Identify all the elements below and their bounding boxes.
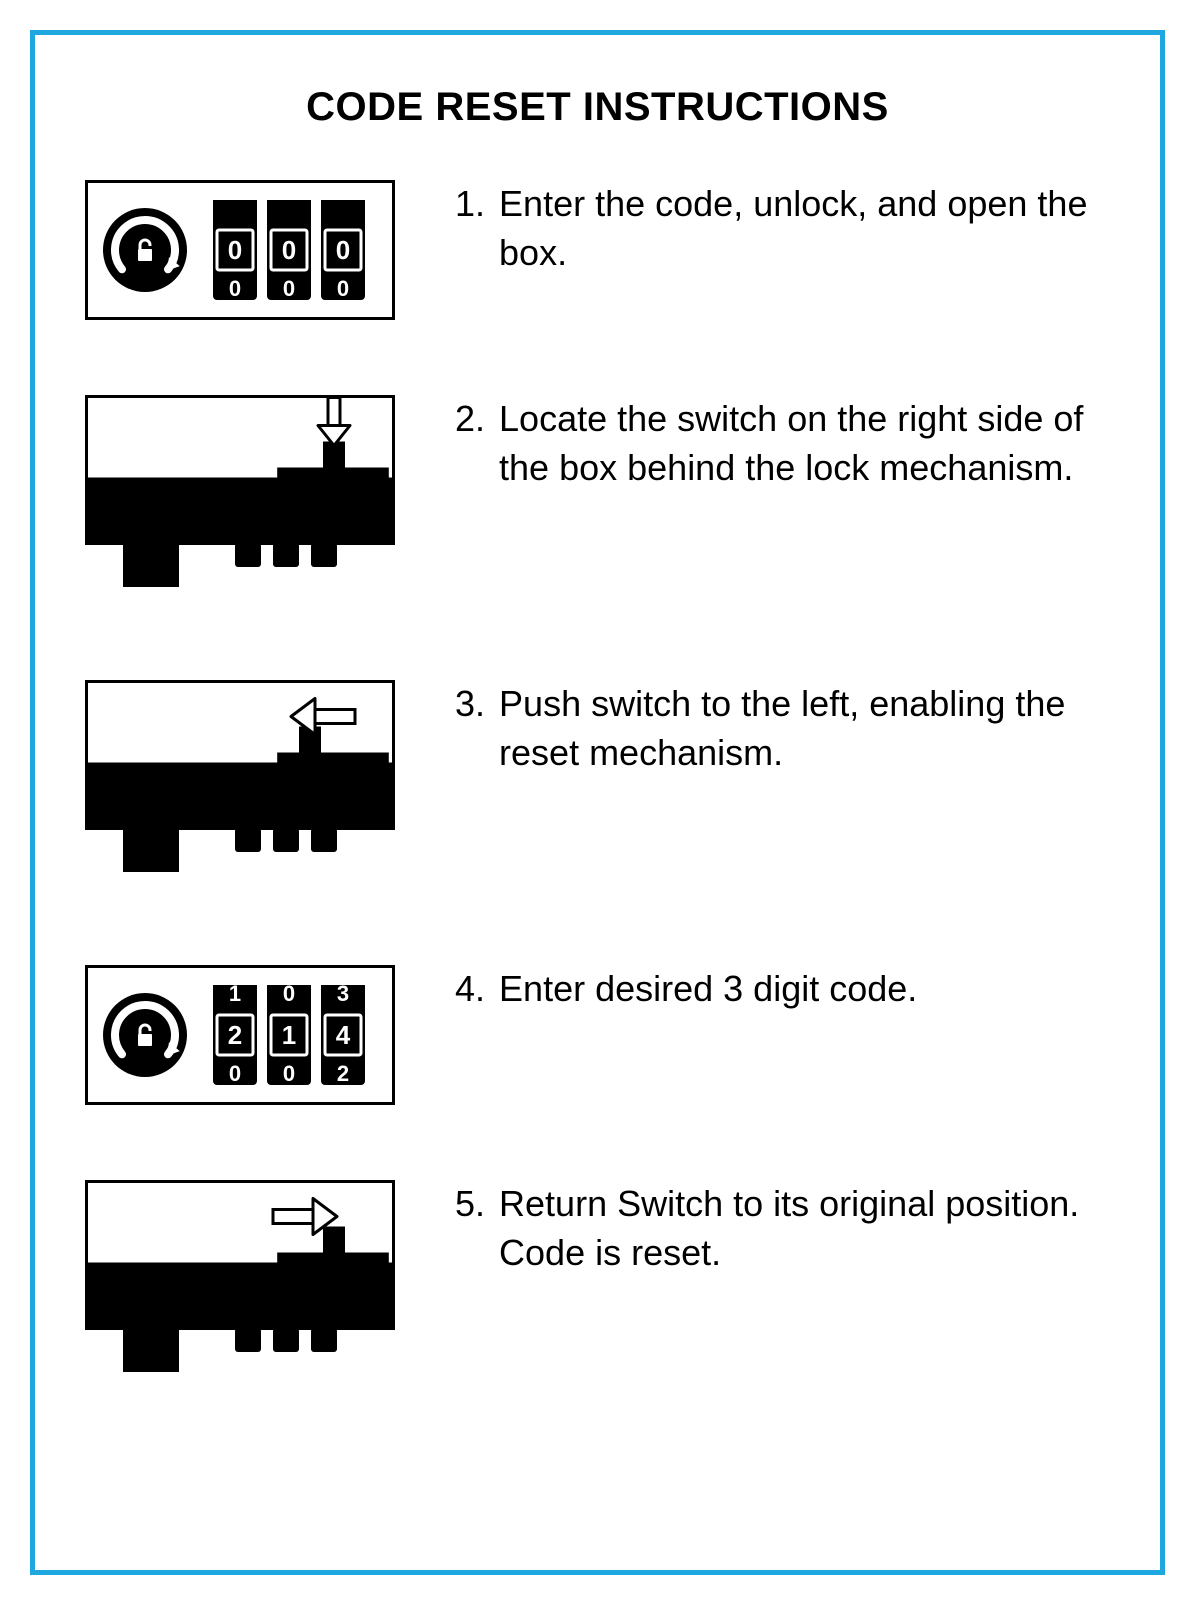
step-illustration [85, 395, 395, 610]
svg-text:2: 2 [337, 1061, 349, 1086]
step-text: 1. Enter the code, unlock, and open the b… [455, 180, 1110, 277]
step-row: 1 2 0 0 1 0 3 4 2 4. Enter desired 3 digit code. [85, 965, 1110, 1110]
step-instruction: Enter the code, unlock, and open the box… [499, 180, 1110, 277]
lock-dial-icon: 1 2 0 0 1 0 3 4 2 [85, 965, 395, 1105]
svg-text:0: 0 [229, 1061, 241, 1086]
svg-text:0: 0 [229, 276, 241, 301]
step-illustration: 0 0 0 0 0 0 [85, 180, 395, 325]
step-number: 2. [455, 395, 485, 444]
step-instruction: Push switch to the left, enabling the re… [499, 680, 1110, 777]
svg-text:3: 3 [337, 981, 349, 1006]
step-row: 3. Push switch to the left, enabling the … [85, 680, 1110, 895]
svg-text:0: 0 [283, 981, 295, 1006]
steps-container: 0 0 0 0 0 0 1. Enter the code, unlock, and open… [85, 180, 1110, 1395]
step-illustration [85, 1180, 395, 1395]
page: CODE RESET INSTRUCTIONS 0 0 0 0 0 0 1. Enter th… [0, 0, 1195, 1605]
svg-text:0: 0 [283, 276, 295, 301]
step-number: 5. [455, 1180, 485, 1229]
step-row: 5. Return Switch to its original position… [85, 1180, 1110, 1395]
frame: CODE RESET INSTRUCTIONS 0 0 0 0 0 0 1. Enter th… [30, 30, 1165, 1575]
svg-text:0: 0 [282, 235, 296, 265]
step-number: 4. [455, 965, 485, 1014]
step-instruction: Return Switch to its original position. … [499, 1180, 1110, 1277]
step-number: 1. [455, 180, 485, 229]
svg-text:0: 0 [337, 276, 349, 301]
svg-text:2: 2 [228, 1020, 242, 1050]
step-illustration: 1 2 0 0 1 0 3 4 2 [85, 965, 395, 1110]
step-instruction: Enter desired 3 digit code. [499, 965, 917, 1014]
svg-text:0: 0 [336, 235, 350, 265]
step-number: 3. [455, 680, 485, 729]
step-text: 3. Push switch to the left, enabling the … [455, 680, 1110, 777]
lock-dial-icon: 0 0 0 0 0 0 [85, 180, 395, 320]
step-row: 0 0 0 0 0 0 1. Enter the code, unlock, and open… [85, 180, 1110, 325]
svg-text:4: 4 [336, 1020, 351, 1050]
step-text: 2. Locate the switch on the right side of… [455, 395, 1110, 492]
step-instruction: Locate the switch on the right side of t… [499, 395, 1110, 492]
svg-text:0: 0 [228, 235, 242, 265]
step-text: 5. Return Switch to its original position… [455, 1180, 1110, 1277]
svg-text:1: 1 [282, 1020, 296, 1050]
step-row: 2. Locate the switch on the right side of… [85, 395, 1110, 610]
step-text: 4. Enter desired 3 digit code. [455, 965, 1110, 1014]
mechanism-icon [85, 680, 395, 890]
svg-text:1: 1 [229, 981, 241, 1006]
step-illustration [85, 680, 395, 895]
page-title: CODE RESET INSTRUCTIONS [85, 85, 1110, 130]
mechanism-icon [85, 395, 395, 605]
svg-text:0: 0 [283, 1061, 295, 1086]
mechanism-icon [85, 1180, 395, 1390]
